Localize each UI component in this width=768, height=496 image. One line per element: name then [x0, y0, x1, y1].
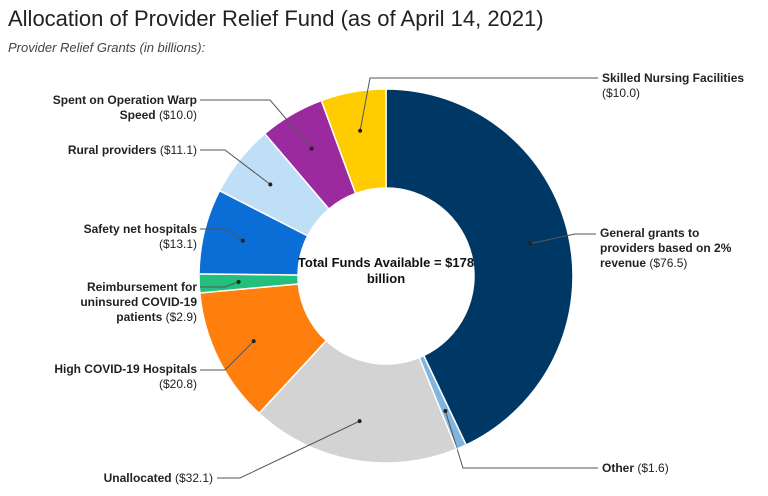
leader-dot — [527, 241, 532, 246]
donut-slice — [258, 339, 458, 464]
leader-dot — [443, 409, 448, 414]
slice-label: General grants to providers based on 2% … — [600, 226, 750, 271]
slice-value: ($20.8) — [158, 377, 197, 391]
slice-name: General grants to providers based on 2% … — [600, 226, 732, 270]
chart-title: Allocation of Provider Relief Fund (as o… — [8, 6, 544, 31]
slice-value: ($10.0) — [602, 86, 641, 100]
leader-dot — [236, 279, 241, 284]
slice-value: ($1.6) — [637, 461, 669, 475]
slice-name: Skilled Nursing Facilities — [602, 71, 745, 85]
slice-value: ($10.0) — [158, 108, 197, 122]
slice-name: Rural providers — [67, 143, 157, 157]
leader-dot — [358, 128, 363, 133]
slice-label: Spent on Operation Warp Speed ($10.0) — [19, 93, 197, 123]
slice-value: ($11.1) — [159, 143, 197, 157]
slice-label: Other ($1.6) — [602, 461, 752, 476]
slice-label: High COVID-19 Hospitals ($20.8) — [37, 362, 197, 392]
slice-name: Spent on Operation Warp Speed — [52, 93, 197, 122]
slice-name: High COVID-19 Hospitals — [54, 362, 197, 376]
leader-dot — [240, 238, 245, 243]
slice-label: Reimbursement for uninsured COVID-19 pat… — [67, 280, 197, 325]
leader-line — [200, 281, 239, 288]
leader-line — [217, 420, 360, 479]
slice-value: ($13.1) — [158, 237, 197, 251]
slice-label: Rural providers ($11.1) — [17, 143, 197, 158]
leader-line — [200, 99, 312, 149]
slice-label: Unallocated ($32.1) — [23, 471, 213, 486]
slice-name: Unallocated — [103, 471, 172, 485]
slice-label: Safety net hospitals ($13.1) — [67, 222, 197, 252]
leader-dot — [309, 146, 314, 151]
slice-value: ($32.1) — [174, 471, 213, 485]
slice-value: ($2.9) — [165, 310, 197, 324]
center-label: Total Funds Available = $178 billion — [297, 255, 475, 286]
slice-name: Other — [602, 461, 635, 475]
donut-slice — [385, 88, 574, 446]
slice-value: ($76.5) — [649, 256, 688, 270]
leader-line — [529, 233, 596, 245]
slice-name: Reimbursement for uninsured COVID-19 pat… — [80, 280, 197, 324]
leader-dot — [251, 339, 256, 344]
chart-subtitle: Provider Relief Grants (in billions): — [8, 40, 206, 55]
leader-dot — [357, 419, 362, 424]
slice-name: Safety net hospitals — [83, 222, 197, 236]
leader-line — [200, 228, 244, 241]
leader-line — [200, 149, 271, 185]
leader-line — [444, 410, 598, 469]
donut-slice — [320, 88, 387, 195]
leader-line — [359, 77, 598, 131]
leader-line — [200, 340, 255, 371]
slice-label: Skilled Nursing Facilities ($10.0) — [602, 71, 767, 101]
leader-dot — [268, 182, 273, 187]
